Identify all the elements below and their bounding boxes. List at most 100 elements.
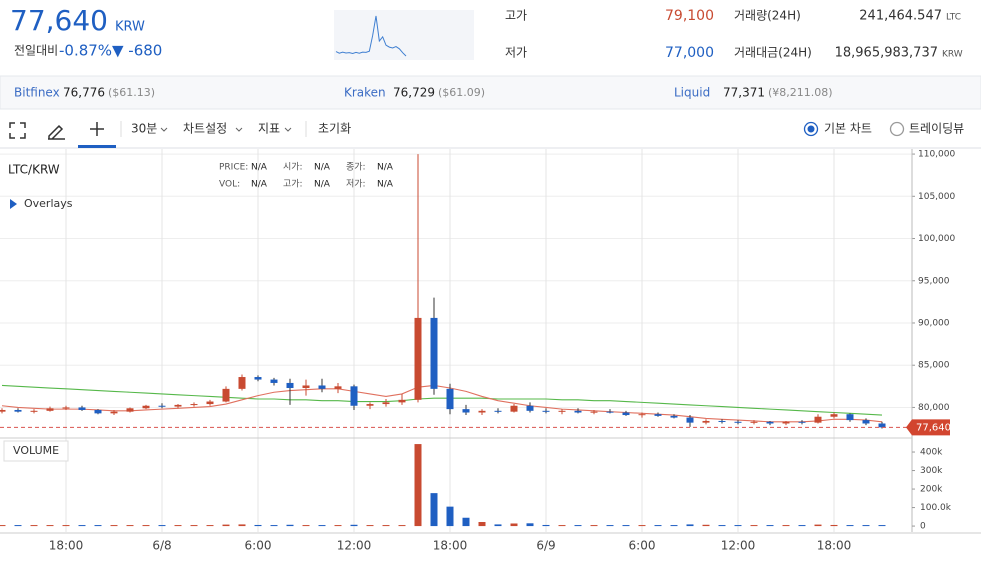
crosshair-icon[interactable] xyxy=(90,122,104,136)
candle-body xyxy=(254,377,262,380)
info-value: N/A xyxy=(314,180,331,190)
toolbar-item[interactable]: 차트설정 xyxy=(183,122,227,136)
toolbar-item[interactable]: 지표 xyxy=(258,122,280,136)
candle-body xyxy=(654,414,662,416)
overlays-arrow[interactable] xyxy=(10,199,17,209)
volume-bar xyxy=(190,525,198,527)
candle-body xyxy=(526,405,534,411)
exchange-foreign-price: (¥8,211.08) xyxy=(768,86,833,99)
volume-bar xyxy=(670,525,678,527)
stat-value: 18,965,983,737 xyxy=(835,46,938,61)
volume-bar xyxy=(142,525,150,527)
candle-body xyxy=(446,388,454,410)
volume-bar xyxy=(878,525,886,527)
candle-body xyxy=(0,409,6,412)
exchange-name[interactable]: Liquid xyxy=(674,86,710,100)
volume-bar xyxy=(430,493,438,527)
candle-body xyxy=(830,414,838,417)
candle-body xyxy=(462,409,470,413)
change-rate: -0.87% xyxy=(59,42,112,60)
candle-body xyxy=(174,404,182,407)
candle-body xyxy=(766,421,774,424)
volume-bar xyxy=(78,525,86,527)
volume-bar xyxy=(334,525,342,527)
candle-body xyxy=(862,420,870,424)
volume-y-tick-label: 0 xyxy=(920,522,926,532)
volume-bar xyxy=(110,525,118,527)
info-value: N/A xyxy=(251,163,268,173)
volume-bar xyxy=(126,525,134,527)
info-label: VOL: xyxy=(219,180,240,190)
volume-bar xyxy=(446,506,454,527)
volume-bar xyxy=(478,522,486,527)
interval-select[interactable]: 30분 xyxy=(131,122,157,136)
volume-bar xyxy=(862,525,870,527)
volume-bar xyxy=(14,525,22,527)
stat-label: 저가 xyxy=(505,46,527,60)
candle-body xyxy=(878,423,886,428)
overlays-toggle[interactable]: Overlays xyxy=(24,197,73,210)
candle-body xyxy=(798,421,806,423)
exchange-name[interactable]: Kraken xyxy=(344,86,386,100)
volume-bar xyxy=(174,525,182,527)
exchange-name[interactable]: Bitfinex xyxy=(14,86,60,100)
info-label: 종가: xyxy=(346,162,366,173)
exchange-row xyxy=(0,75,981,110)
candle-body xyxy=(574,410,582,413)
candle-body xyxy=(270,379,278,383)
x-tick-label: 6:00 xyxy=(629,539,656,553)
candle-body xyxy=(846,414,854,421)
candle-body xyxy=(110,411,118,414)
candle-body xyxy=(430,317,438,389)
stat-value: 241,464.547 xyxy=(859,9,942,24)
currency: KRW xyxy=(115,20,145,35)
x-tick-label: 6:00 xyxy=(245,539,272,553)
candle-body xyxy=(702,420,710,423)
candle-body xyxy=(622,412,630,416)
exchange-foreign-price: ($61.09) xyxy=(438,86,485,99)
toolbar-item[interactable]: 초기화 xyxy=(318,122,351,136)
info-label: 시가: xyxy=(283,162,303,173)
volume-bar xyxy=(606,525,614,527)
volume-bar xyxy=(414,444,422,527)
candle-body xyxy=(590,411,598,413)
candle-body xyxy=(14,409,22,412)
volume-bar xyxy=(702,524,710,527)
stat-label: 고가 xyxy=(505,9,527,23)
x-tick-label: 12:00 xyxy=(337,539,372,553)
candle-body xyxy=(414,317,422,400)
candle-body xyxy=(606,411,614,413)
radio[interactable] xyxy=(889,121,905,137)
moving-average xyxy=(1,384,883,423)
toolbar-icons xyxy=(9,122,104,140)
view-label[interactable]: 기본 차트 xyxy=(824,122,872,136)
candle-body xyxy=(718,420,726,422)
moving-average xyxy=(1,384,883,416)
fullscreen-icon[interactable] xyxy=(9,122,26,139)
candle-body xyxy=(46,408,54,411)
candle-body xyxy=(78,407,86,410)
x-tick-label: 18:00 xyxy=(817,539,852,553)
volume-bar xyxy=(510,523,518,527)
x-tick-label: 6/8 xyxy=(152,539,171,553)
draw-icon[interactable] xyxy=(48,124,65,140)
y-tick-label: 110,000 xyxy=(918,150,955,160)
volume-bar xyxy=(254,524,262,527)
y-tick-label: 95,000 xyxy=(918,276,950,286)
change-label: 전일대비 xyxy=(14,44,58,58)
candle-body xyxy=(478,410,486,413)
sparkline-box xyxy=(334,10,474,60)
volume-bar xyxy=(382,525,390,527)
volume-bar xyxy=(494,524,502,527)
volume-bar xyxy=(398,525,406,527)
volume-bar xyxy=(206,525,214,527)
volume-bar xyxy=(846,525,854,527)
candle-body xyxy=(318,385,326,389)
volume-bar xyxy=(462,517,470,527)
view-label[interactable]: 트레이딩뷰 xyxy=(909,122,964,136)
volume-bar xyxy=(750,525,758,527)
candle-body xyxy=(158,405,166,407)
volume-bar xyxy=(270,525,278,527)
stat-label: 거래대금(24H) xyxy=(734,46,812,60)
stat-label: 거래량(24H) xyxy=(734,9,801,23)
